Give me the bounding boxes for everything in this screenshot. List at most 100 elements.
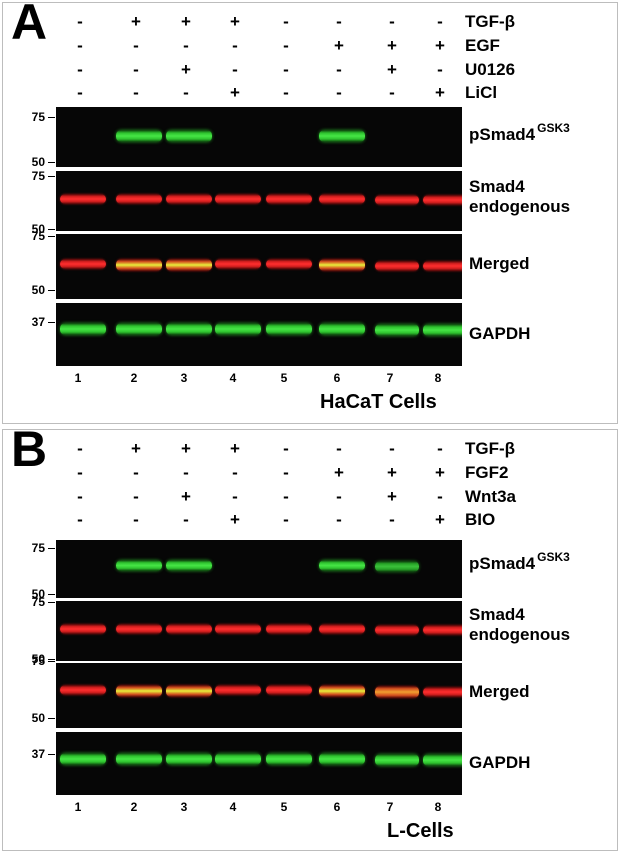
mw-marker: 50 — [31, 222, 45, 236]
blot-band — [319, 130, 365, 142]
blot-band — [423, 754, 462, 766]
treatment-sign: - — [77, 487, 83, 506]
blot-band — [166, 259, 212, 271]
blot-band — [215, 753, 261, 765]
treatment-sign: + — [181, 60, 191, 79]
treatment-sign: + — [435, 463, 445, 482]
mw-marker: 50 — [31, 711, 45, 725]
blot-label-superscript: GSK3 — [537, 550, 570, 564]
treatment-sign: - — [283, 439, 289, 458]
treatment-sign: - — [283, 487, 289, 506]
treatment-name: TGF-β — [465, 439, 516, 458]
blot-band — [375, 686, 419, 698]
lane-number: 6 — [333, 371, 341, 385]
mw-tick — [48, 754, 55, 755]
blot-band — [375, 261, 419, 271]
treatment-sign: - — [389, 12, 395, 31]
treatment-name: LiCl — [465, 83, 498, 102]
blot-strip — [56, 663, 462, 728]
treatment-sign: - — [232, 487, 238, 506]
blot-strip — [56, 234, 462, 299]
blot-strip — [56, 171, 462, 231]
mw-tick — [48, 162, 55, 163]
blot-band — [319, 753, 365, 765]
mw-marker: 37 — [31, 315, 45, 329]
treatment-sign: + — [387, 463, 397, 482]
blot-label: pSmad4 GSK3 — [469, 121, 570, 145]
mw-tick — [48, 290, 55, 291]
treatment-sign: - — [283, 510, 289, 529]
treatment-sign: + — [435, 36, 445, 55]
blot-band — [375, 561, 419, 572]
treatment-sign: + — [435, 83, 445, 102]
blot-label: pSmad4 GSK3 — [469, 550, 570, 574]
panel-a: A - + + + - - - - TGF-β - - - - - + + + EGF - - + - - - + - U0126 - -… — [2, 0, 618, 424]
treatment-sign: - — [232, 60, 238, 79]
treatment-sign: - — [283, 60, 289, 79]
lane-number: 1 — [74, 371, 82, 385]
blot-label: Merged — [469, 254, 529, 274]
treatment-sign: - — [336, 60, 342, 79]
blot-label: Smad4 endogenous — [469, 605, 570, 644]
blot-label: Smad4 endogenous — [469, 177, 570, 216]
blot-band — [319, 259, 365, 271]
lane-number: 5 — [280, 800, 288, 814]
treatment-sign: + — [387, 60, 397, 79]
blot-band — [319, 685, 365, 697]
mw-tick — [48, 659, 55, 660]
blot-band — [116, 560, 162, 571]
mw-marker: 75 — [31, 229, 45, 243]
blot-label-main: GAPDH — [469, 753, 531, 772]
mw-marker: 75 — [31, 595, 45, 609]
blot-band — [319, 194, 365, 204]
treatment-sign: - — [133, 463, 139, 482]
blot-label-main: pSmad4 — [469, 125, 536, 144]
blot-label: Merged — [469, 682, 529, 702]
mw-marker: 50 — [31, 283, 45, 297]
treatment-sign: - — [183, 36, 189, 55]
lane-number: 4 — [229, 800, 237, 814]
blot-band — [116, 259, 162, 271]
treatment-sign: - — [77, 60, 83, 79]
blot-band — [166, 323, 212, 335]
treatment-sign: + — [435, 510, 445, 529]
treatment-sign: - — [133, 83, 139, 102]
cell-line-label: HaCaT Cells — [320, 391, 437, 413]
blot-band — [215, 259, 261, 269]
blot-strip — [56, 601, 462, 661]
mw-marker: 75 — [31, 654, 45, 668]
mw-marker: 50 — [31, 652, 45, 666]
treatment-name: FGF2 — [465, 463, 509, 482]
blot-band — [116, 130, 162, 142]
lane-number: 4 — [229, 371, 237, 385]
lane-number: 3 — [180, 800, 188, 814]
lane-number: 3 — [180, 371, 188, 385]
blot-label-main: GAPDH — [469, 324, 531, 343]
blot-band — [319, 560, 365, 571]
blot-band — [116, 323, 162, 335]
lane-number: 6 — [333, 800, 341, 814]
treatment-sign: - — [437, 60, 443, 79]
treatment-sign: - — [437, 12, 443, 31]
panel-letter: B — [11, 421, 48, 477]
blot-band — [116, 194, 162, 204]
lane-number: 5 — [280, 371, 288, 385]
treatment-name: Wnt3a — [465, 487, 516, 506]
blot-band — [423, 687, 462, 697]
blot-band — [60, 753, 106, 765]
treatment-sign: + — [230, 510, 240, 529]
treatment-sign: - — [232, 463, 238, 482]
mw-tick — [48, 661, 55, 662]
mw-marker: 75 — [31, 110, 45, 124]
blot-strip — [56, 732, 462, 795]
blot-band — [266, 194, 312, 204]
treatment-sign: - — [389, 510, 395, 529]
treatment-sign: - — [77, 439, 83, 458]
mw-tick — [48, 117, 55, 118]
blot-label-superscript: GSK3 — [537, 121, 570, 135]
blot-label-main: Merged — [469, 682, 530, 701]
mw-marker: 75 — [31, 169, 45, 183]
treatment-name: TGF-β — [465, 12, 516, 31]
treatment-sign: + — [387, 36, 397, 55]
blot-band — [166, 753, 212, 765]
